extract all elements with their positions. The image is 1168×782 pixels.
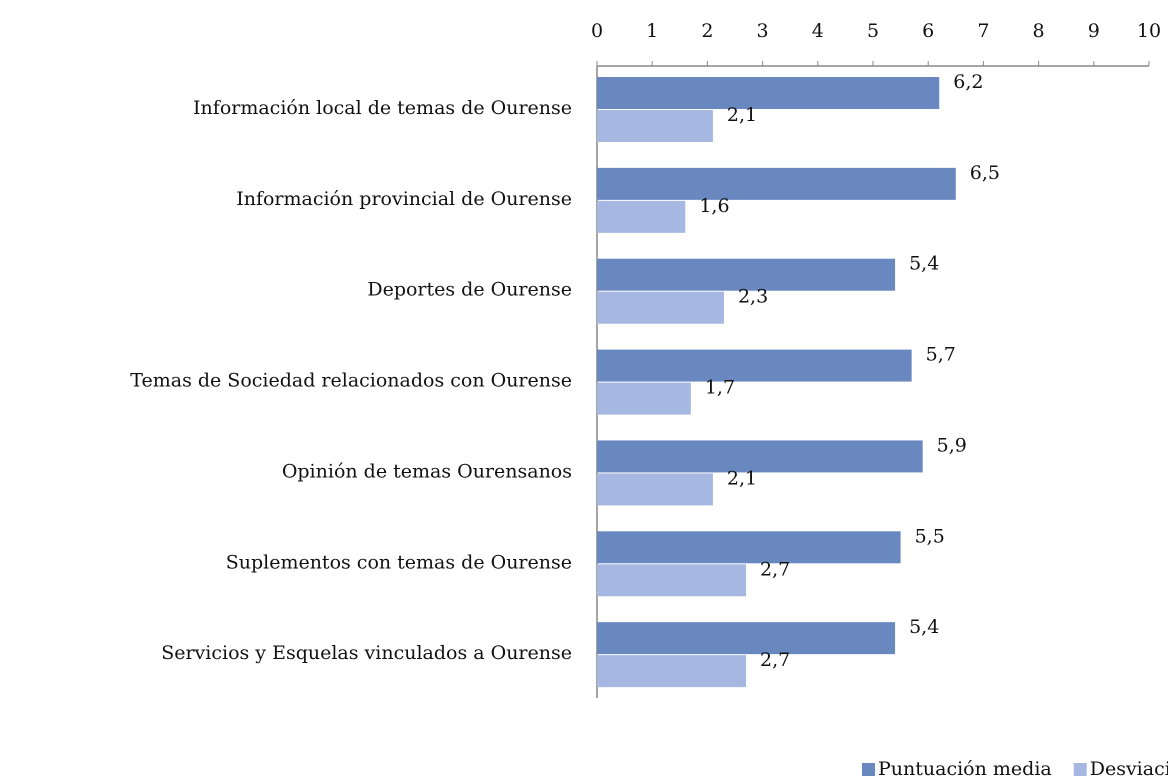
x-tick-label: 9: [1088, 20, 1100, 42]
x-tick-label: 10: [1137, 20, 1161, 42]
bar: [597, 564, 747, 597]
bar: [597, 110, 713, 142]
bar: [597, 622, 896, 655]
bar: [597, 349, 912, 382]
category-label: Opinión de temas Ourensanos: [282, 460, 572, 482]
value-label: 5,9: [937, 434, 967, 456]
value-label: 5,5: [915, 525, 945, 547]
x-tick-label: 7: [977, 20, 989, 42]
x-tick-label: 4: [812, 20, 824, 42]
bar: [597, 473, 713, 506]
legend-swatch: [862, 763, 875, 776]
legend-swatch: [1073, 763, 1087, 776]
category-label: Servicios y Esquelas vinculados a Ourens…: [161, 642, 572, 664]
value-label: 6,5: [970, 162, 1000, 184]
bar: [597, 77, 940, 109]
category-label: Deportes de Ourense: [367, 279, 572, 301]
category-label: Temas de Sociedad relacionados con Ouren…: [130, 370, 572, 392]
bar: [597, 531, 901, 564]
x-tick-label: 6: [922, 20, 934, 42]
x-tick-label: 3: [757, 20, 769, 42]
bar: [597, 258, 896, 291]
value-label: 2,7: [760, 558, 790, 580]
category-label: Información provincial de Ourense: [236, 188, 572, 210]
value-label: 5,7: [926, 344, 956, 366]
x-tick-label: 5: [867, 20, 879, 42]
value-label: 2,1: [727, 104, 757, 126]
x-tick-label: 1: [646, 20, 658, 42]
bar: [597, 382, 691, 415]
value-label: 6,2: [953, 71, 983, 93]
bar: [597, 655, 747, 688]
x-tick-label: 2: [701, 20, 713, 42]
value-label: 1,6: [699, 195, 729, 217]
legend-label: Puntuación media: [878, 758, 1052, 780]
category-label: Suplementos con temas de Ourense: [226, 551, 572, 573]
value-label: 5,4: [909, 253, 939, 275]
value-label: 2,7: [760, 649, 790, 671]
category-label: Información local de temas de Ourense: [193, 97, 572, 119]
value-label: 2,1: [727, 467, 757, 489]
bar: [597, 291, 724, 324]
value-label: 2,3: [738, 286, 768, 308]
bar: [597, 200, 686, 233]
value-label: 1,7: [705, 377, 735, 399]
bar: [597, 440, 923, 473]
x-tick-label: 0: [591, 20, 603, 42]
value-label: 5,4: [909, 616, 939, 638]
x-tick-label: 8: [1033, 20, 1045, 42]
bar: [597, 167, 956, 200]
legend-label: Desviación std.: [1090, 758, 1168, 780]
